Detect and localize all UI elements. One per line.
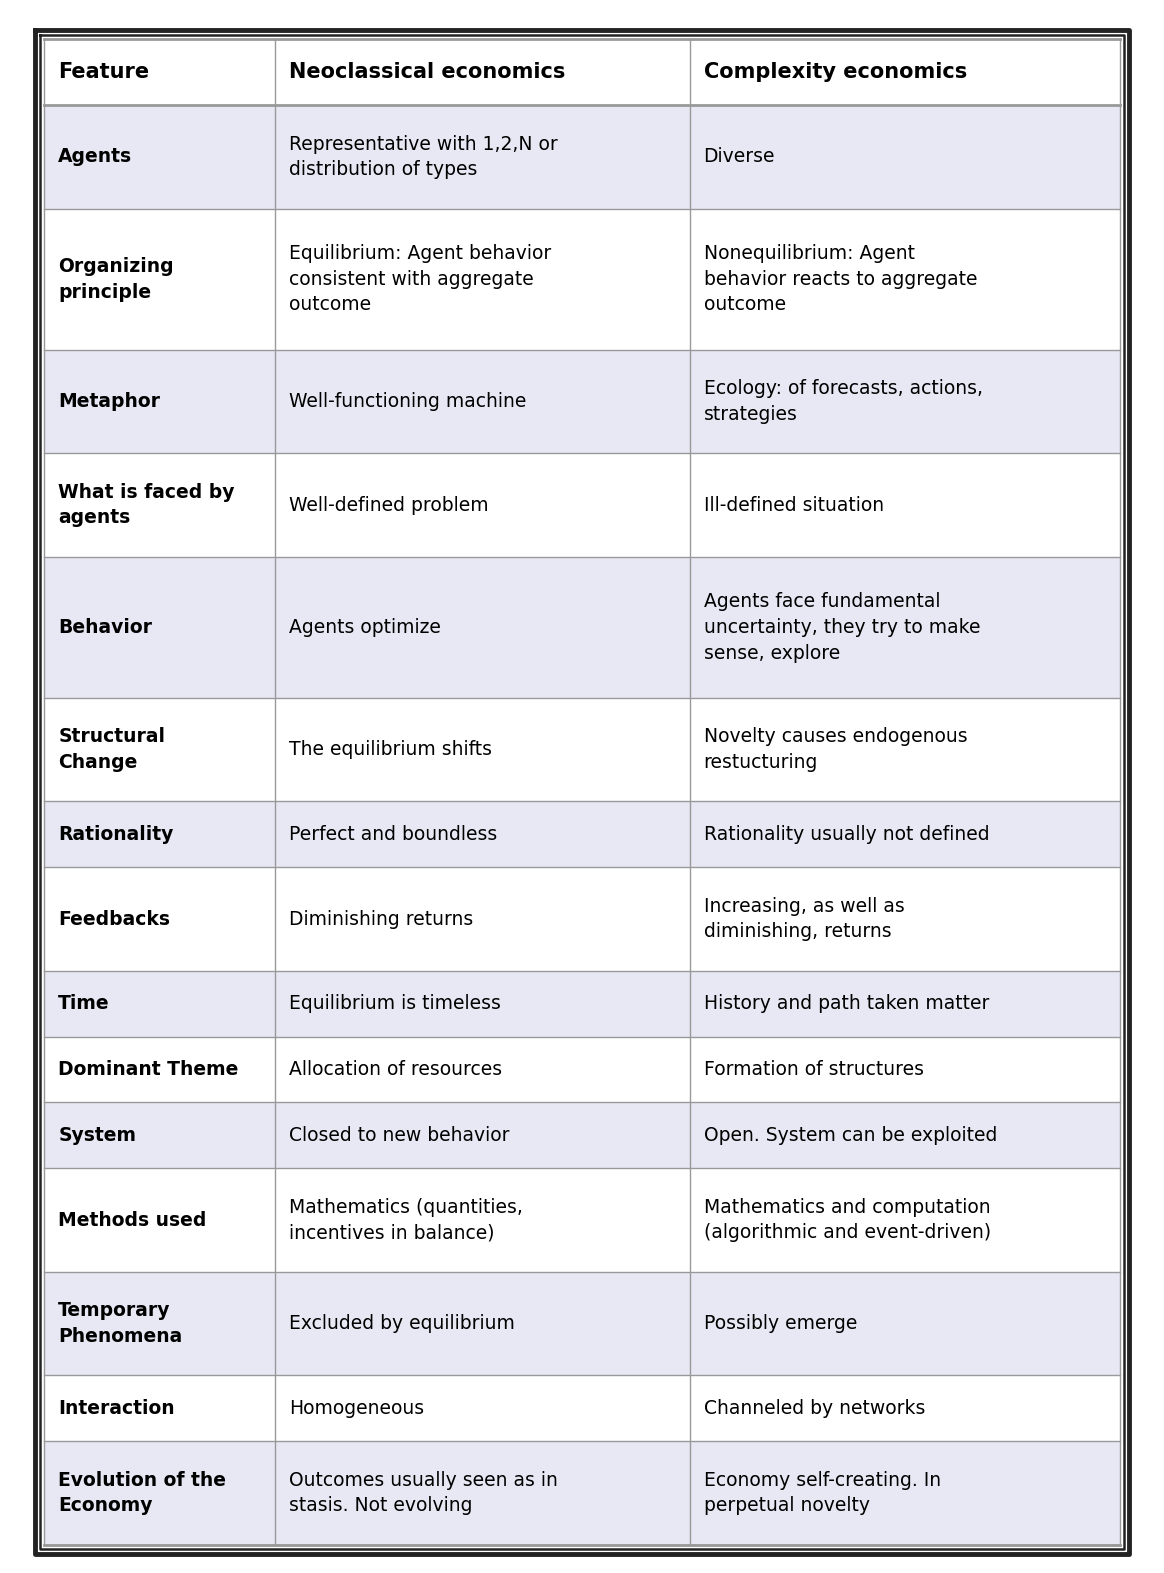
Text: Allocation of resources: Allocation of resources: [290, 1060, 503, 1079]
Bar: [44, 867, 276, 971]
Bar: [276, 1103, 689, 1169]
Bar: [689, 39, 1120, 105]
Text: Perfect and boundless: Perfect and boundless: [290, 824, 498, 843]
Bar: [689, 105, 1120, 209]
Text: Complexity economics: Complexity economics: [703, 63, 967, 82]
Bar: [689, 1169, 1120, 1273]
Bar: [276, 1037, 689, 1103]
Text: Agents: Agents: [58, 148, 133, 167]
Text: Temporary
Phenomena: Temporary Phenomena: [58, 1301, 183, 1346]
Bar: [44, 349, 276, 453]
Text: Interaction: Interaction: [58, 1398, 175, 1417]
Text: Equilibrium is timeless: Equilibrium is timeless: [290, 994, 502, 1013]
Text: Diverse: Diverse: [703, 148, 775, 167]
Bar: [44, 971, 276, 1037]
Bar: [276, 971, 689, 1037]
Bar: [44, 453, 276, 557]
Text: Outcomes usually seen as in
stasis. Not evolving: Outcomes usually seen as in stasis. Not …: [290, 1471, 559, 1515]
Text: Neoclassical economics: Neoclassical economics: [290, 63, 566, 82]
Text: Feedbacks: Feedbacks: [58, 909, 170, 928]
Text: Dominant Theme: Dominant Theme: [58, 1060, 239, 1079]
Bar: [44, 105, 276, 209]
Text: Possibly emerge: Possibly emerge: [703, 1313, 857, 1332]
Bar: [44, 1375, 276, 1441]
Text: Methods used: Methods used: [58, 1211, 206, 1230]
Text: Closed to new behavior: Closed to new behavior: [290, 1126, 510, 1145]
Bar: [44, 1103, 276, 1169]
Bar: [44, 1037, 276, 1103]
Text: What is faced by
agents: What is faced by agents: [58, 483, 235, 527]
Text: Well-functioning machine: Well-functioning machine: [290, 392, 527, 411]
Bar: [44, 1273, 276, 1375]
Text: Equilibrium: Agent behavior
consistent with aggregate
outcome: Equilibrium: Agent behavior consistent w…: [290, 244, 552, 315]
Bar: [689, 971, 1120, 1037]
Text: Nonequilibrium: Agent
behavior reacts to aggregate
outcome: Nonequilibrium: Agent behavior reacts to…: [703, 244, 977, 315]
Bar: [276, 698, 689, 801]
Bar: [689, 1273, 1120, 1375]
Bar: [276, 1441, 689, 1545]
Bar: [276, 1169, 689, 1273]
Text: Formation of structures: Formation of structures: [703, 1060, 923, 1079]
Text: Feature: Feature: [58, 63, 149, 82]
Bar: [276, 557, 689, 698]
Bar: [689, 867, 1120, 971]
Text: Diminishing returns: Diminishing returns: [290, 909, 474, 928]
Text: Homogeneous: Homogeneous: [290, 1398, 425, 1417]
Bar: [689, 349, 1120, 453]
Bar: [44, 39, 276, 105]
Bar: [689, 557, 1120, 698]
Text: Mathematics and computation
(algorithmic and event-driven): Mathematics and computation (algorithmic…: [703, 1197, 991, 1243]
Text: History and path taken matter: History and path taken matter: [703, 994, 989, 1013]
Text: Ecology: of forecasts, actions,
strategies: Ecology: of forecasts, actions, strategi…: [703, 379, 982, 425]
Text: Organizing
principle: Organizing principle: [58, 256, 173, 302]
Bar: [689, 453, 1120, 557]
Text: The equilibrium shifts: The equilibrium shifts: [290, 741, 492, 760]
Text: Ill-defined situation: Ill-defined situation: [703, 495, 883, 514]
Bar: [276, 867, 689, 971]
Bar: [276, 801, 689, 867]
Text: Time: Time: [58, 994, 109, 1013]
Bar: [276, 1375, 689, 1441]
Bar: [276, 349, 689, 453]
Bar: [276, 39, 689, 105]
Text: Agents face fundamental
uncertainty, they try to make
sense, explore: Agents face fundamental uncertainty, the…: [703, 591, 980, 662]
Text: Rationality usually not defined: Rationality usually not defined: [703, 824, 989, 843]
Bar: [689, 1441, 1120, 1545]
Bar: [689, 1375, 1120, 1441]
Text: Rationality: Rationality: [58, 824, 173, 843]
Text: Evolution of the
Economy: Evolution of the Economy: [58, 1471, 226, 1515]
Bar: [44, 1441, 276, 1545]
Bar: [689, 209, 1120, 349]
Text: Novelty causes endogenous
restucturing: Novelty causes endogenous restucturing: [703, 727, 967, 772]
Bar: [689, 801, 1120, 867]
Bar: [44, 557, 276, 698]
Text: Mathematics (quantities,
incentives in balance): Mathematics (quantities, incentives in b…: [290, 1197, 524, 1243]
Bar: [44, 698, 276, 801]
Bar: [44, 1169, 276, 1273]
Text: Behavior: Behavior: [58, 618, 152, 637]
Bar: [276, 209, 689, 349]
Text: Channeled by networks: Channeled by networks: [703, 1398, 925, 1417]
Bar: [44, 801, 276, 867]
Bar: [276, 453, 689, 557]
Text: Well-defined problem: Well-defined problem: [290, 495, 489, 514]
Text: Structural
Change: Structural Change: [58, 727, 165, 772]
Text: System: System: [58, 1126, 136, 1145]
Text: Open. System can be exploited: Open. System can be exploited: [703, 1126, 996, 1145]
Text: Economy self-creating. In
perpetual novelty: Economy self-creating. In perpetual nove…: [703, 1471, 941, 1515]
Bar: [689, 698, 1120, 801]
Text: Agents optimize: Agents optimize: [290, 618, 441, 637]
Bar: [44, 209, 276, 349]
Bar: [276, 1273, 689, 1375]
Bar: [276, 105, 689, 209]
Text: Metaphor: Metaphor: [58, 392, 161, 411]
Text: Increasing, as well as
diminishing, returns: Increasing, as well as diminishing, retu…: [703, 897, 904, 941]
Text: Representative with 1,2,N or
distribution of types: Representative with 1,2,N or distributio…: [290, 135, 559, 179]
Text: Excluded by equilibrium: Excluded by equilibrium: [290, 1313, 516, 1332]
Bar: [689, 1037, 1120, 1103]
Bar: [689, 1103, 1120, 1169]
